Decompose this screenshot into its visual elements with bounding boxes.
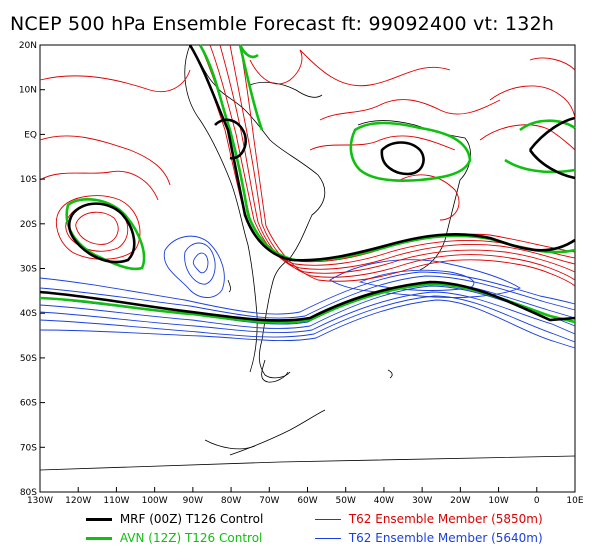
lat-tick-label: 20S — [20, 220, 37, 230]
chart-title: NCEP 500 hPa Ensemble Forecast ft: 99092… — [10, 13, 555, 35]
lat-tick-label: 10N — [19, 86, 37, 96]
lon-tick-label: 130W — [27, 496, 53, 506]
legend-ens-5850: T62 Ensemble Member (5850m) — [315, 512, 543, 526]
legend-ens-5640: T62 Ensemble Member (5640m) — [315, 531, 543, 545]
lon-tick-label: 70W — [259, 496, 279, 506]
lat-tick-label: 50S — [20, 354, 37, 364]
lon-axis: 130W 120W 110W 100W 90W 80W 70W 60W 50W 40W 30W 20W… — [27, 487, 584, 506]
legend-avn: AVN (12Z) T126 Control — [86, 531, 262, 545]
lat-tick-label: 60S — [20, 399, 37, 409]
lon-tick-label: 10W — [488, 496, 508, 506]
mrf-control-contours — [39, 44, 576, 322]
lon-tick-label: 110W — [103, 496, 129, 506]
legend-ens-5640-swatch — [315, 538, 341, 539]
legend-mrf-swatch — [86, 518, 112, 521]
lon-tick-label: 120W — [65, 496, 91, 506]
lon-tick-label: 80W — [221, 496, 241, 506]
lat-tick-label: 10S — [20, 175, 37, 185]
lat-tick-label: 30S — [20, 265, 37, 275]
lat-axis: 20N 10N EQ 10S 20S 30S 40S 50S 60S 70S 80S — [19, 41, 45, 498]
coastlines — [39, 44, 576, 471]
lon-tick-label: 10E — [566, 496, 583, 506]
lon-tick-label: 50W — [336, 496, 356, 506]
legend-ens-5850-label: T62 Ensemble Member (5850m) — [348, 512, 543, 526]
lat-tick-label: 40S — [20, 309, 37, 319]
lat-tick-label: 80S — [20, 488, 37, 498]
lat-tick-label: 70S — [20, 443, 37, 453]
legend-ens-5640-label: T62 Ensemble Member (5640m) — [348, 531, 543, 545]
lon-tick-label: 20W — [450, 496, 470, 506]
lat-tick-label: 20N — [19, 41, 37, 51]
lon-tick-label: 90W — [183, 496, 203, 506]
lat-tick-label: EQ — [24, 130, 37, 140]
legend-mrf: MRF (00Z) T126 Control — [86, 512, 263, 526]
lon-tick-label: 40W — [374, 496, 394, 506]
legend-avn-label: AVN (12Z) T126 Control — [119, 531, 263, 545]
lon-tick-label: 60W — [297, 496, 317, 506]
avn-control-contours — [39, 44, 576, 324]
lon-tick-label: 30W — [412, 496, 432, 506]
lon-tick-label: 100W — [142, 496, 168, 506]
legend-avn-swatch — [86, 537, 112, 540]
ensemble-5640-contours — [39, 235, 576, 349]
legend-mrf-label: MRF (00Z) T126 Control — [119, 512, 264, 526]
ensemble-5850-contours — [39, 44, 576, 287]
lon-tick-label: 0 — [534, 496, 540, 506]
legend-ens-5850-swatch — [315, 519, 341, 520]
